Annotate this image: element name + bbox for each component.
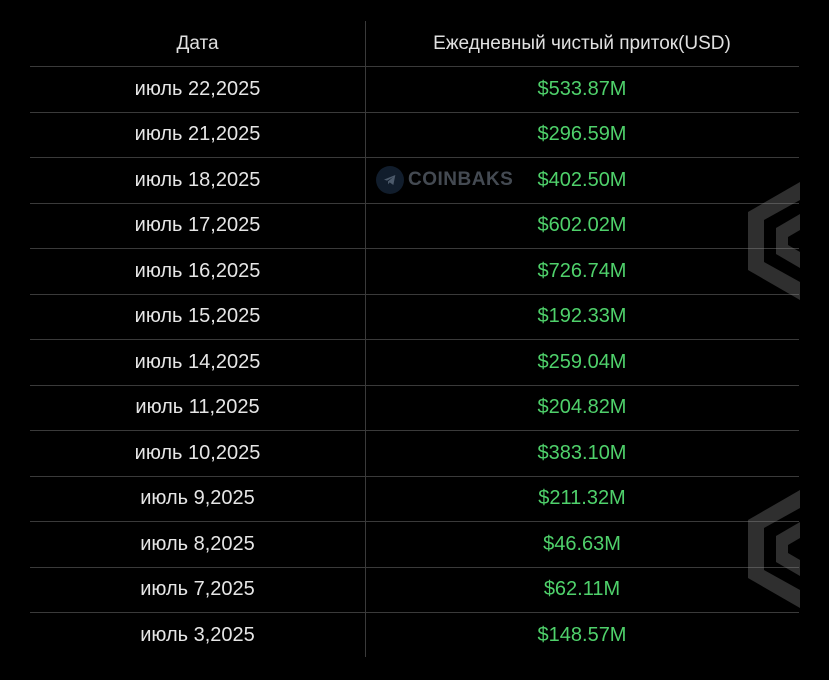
- row-inflow-value: $533.87M: [537, 77, 627, 100]
- row-inflow-value: $211.32M: [538, 487, 626, 510]
- row-date: июль 18,2025: [134, 168, 261, 191]
- table-row: июль 17,2025 $602.02M: [30, 202, 799, 249]
- row-date: июль 16,2025: [134, 259, 261, 282]
- row-inflow-value: $726.74M: [537, 259, 627, 282]
- row-inflow-value: $62.11M: [543, 578, 621, 601]
- row-inflow-value: $204.82M: [537, 396, 627, 419]
- row-date: июль 14,2025: [134, 350, 261, 373]
- row-inflow-value: $46.63M: [543, 532, 621, 555]
- watermark-logo-icon: [748, 182, 800, 300]
- watermark-logo-icon: [748, 490, 800, 608]
- table-row: июль 21,2025 $296.59M: [30, 111, 799, 158]
- table-row: июль 8,2025 $46.63M: [30, 521, 799, 567]
- row-inflow-value: $402.50M: [537, 168, 627, 191]
- row-inflow-value: $602.02M: [537, 214, 627, 237]
- row-date: июль 8,2025: [140, 532, 255, 555]
- row-date: июль 15,2025: [134, 305, 261, 328]
- watermark-text: COINBAKS: [408, 169, 514, 190]
- column-divider: [365, 21, 366, 657]
- table-row: июль 3,2025 $148.57M: [30, 612, 799, 658]
- table-row: июль 9,2025 $211.32M: [30, 475, 799, 522]
- row-date: июль 22,2025: [134, 77, 261, 100]
- row-date: июль 11,2025: [135, 396, 260, 419]
- table-row: июль 11,2025 $204.82M: [30, 384, 799, 431]
- row-date: июль 7,2025: [140, 578, 255, 601]
- table-row: июль 16,2025 $726.74M: [30, 248, 799, 294]
- row-date: июль 3,2025: [140, 623, 255, 646]
- table-body: июль 22,2025 $533.87M июль 21,2025 $296.59M…: [30, 66, 799, 658]
- row-inflow-value: $259.04M: [537, 350, 627, 373]
- row-date: июль 9,2025: [140, 487, 255, 510]
- table-header: Дата Ежедневный чистый приток(USD): [30, 21, 799, 66]
- table-row: июль 22,2025 $533.87M: [30, 66, 799, 112]
- table-row: июль 15,2025 $192.33M: [30, 293, 799, 340]
- header-date: Дата: [176, 32, 219, 54]
- header-daily-net-inflow: Ежедневный чистый приток(USD): [433, 32, 731, 54]
- row-inflow-value: $383.10M: [537, 441, 627, 464]
- row-date: июль 17,2025: [134, 214, 261, 237]
- row-date: июль 21,2025: [134, 123, 261, 146]
- row-date: июль 10,2025: [134, 441, 261, 464]
- table-row: июль 14,2025 $259.04M: [30, 339, 799, 385]
- telegram-icon: [376, 166, 404, 194]
- row-inflow-value: $192.33M: [537, 305, 627, 328]
- row-inflow-value: $296.59M: [537, 123, 627, 146]
- table-row: июль 10,2025 $383.10M: [30, 430, 799, 476]
- row-inflow-value: $148.57M: [537, 623, 627, 646]
- table-row: июль 7,2025 $62.11M: [30, 566, 799, 613]
- inflow-table: Дата Ежедневный чистый приток(USD) июль …: [30, 21, 799, 658]
- watermark-badge: COINBAKS: [376, 166, 513, 194]
- table-row: июль 18,2025 $402.50M: [30, 157, 799, 203]
